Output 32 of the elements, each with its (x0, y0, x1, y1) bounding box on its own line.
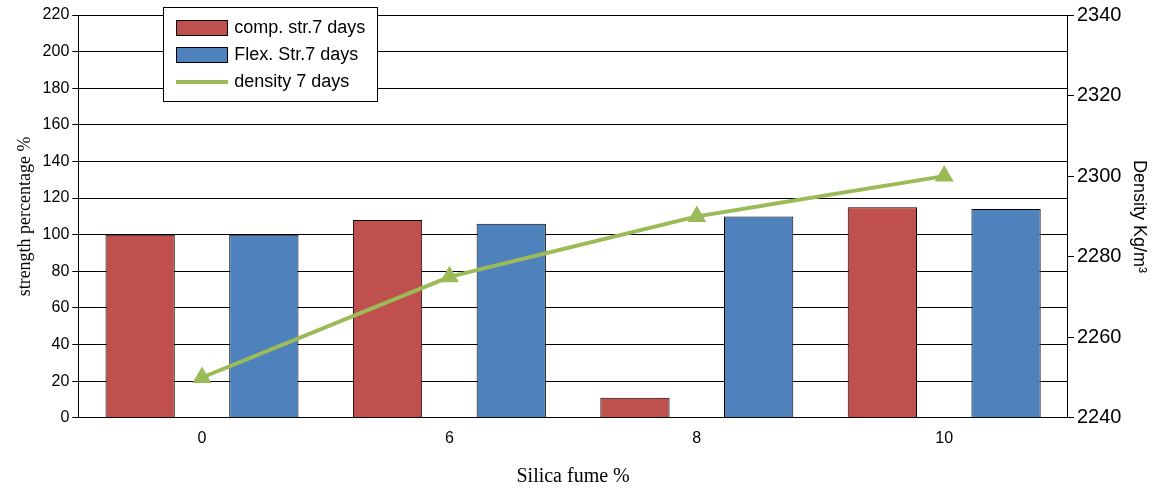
y2-tick-label: 2280 (1076, 244, 1122, 267)
y2-axis-title: Density Kg/m³ (1130, 159, 1151, 273)
y-tick-label: 80 (51, 261, 70, 279)
y-tick-label: 120 (42, 188, 70, 206)
y-tick-label: 140 (42, 151, 70, 169)
y-tick-label: 0 (60, 408, 70, 426)
y2-tick-label: 2320 (1076, 83, 1122, 106)
point (440, 265, 459, 283)
y-tick-label: 40 (51, 334, 70, 352)
y-axis-title: strength percentage % (13, 136, 34, 297)
point (192, 366, 212, 384)
x-tick-label: 0 (197, 428, 207, 446)
y2-tick-label: 2260 (1076, 324, 1122, 347)
x-tick-label: 6 (444, 428, 454, 446)
y2-tick-label: 2340 (1076, 2, 1122, 25)
legend-label: Flex. Str.7 days (234, 44, 359, 65)
y2-tick-label: 2240 (1076, 405, 1122, 428)
y-tick-label: 20 (51, 371, 70, 389)
y-tick-label: 60 (51, 298, 70, 316)
legend-label: density 7 days (234, 71, 350, 92)
x-tick-label: 8 (692, 428, 702, 446)
y-tick-label: 180 (42, 78, 70, 96)
y-tick-label: 200 (42, 42, 70, 60)
x-axis-title: Silica fume % (516, 464, 630, 487)
y-tick-label: 160 (42, 115, 70, 133)
legend-label: comp. str.7 days (234, 17, 366, 38)
y2-tick-label: 2300 (1076, 163, 1122, 186)
y-tick-label: 100 (42, 225, 70, 243)
y-tick-label: 220 (42, 5, 70, 23)
point (936, 167, 953, 182)
point (688, 207, 705, 222)
x-tick-label: 10 (935, 428, 954, 446)
